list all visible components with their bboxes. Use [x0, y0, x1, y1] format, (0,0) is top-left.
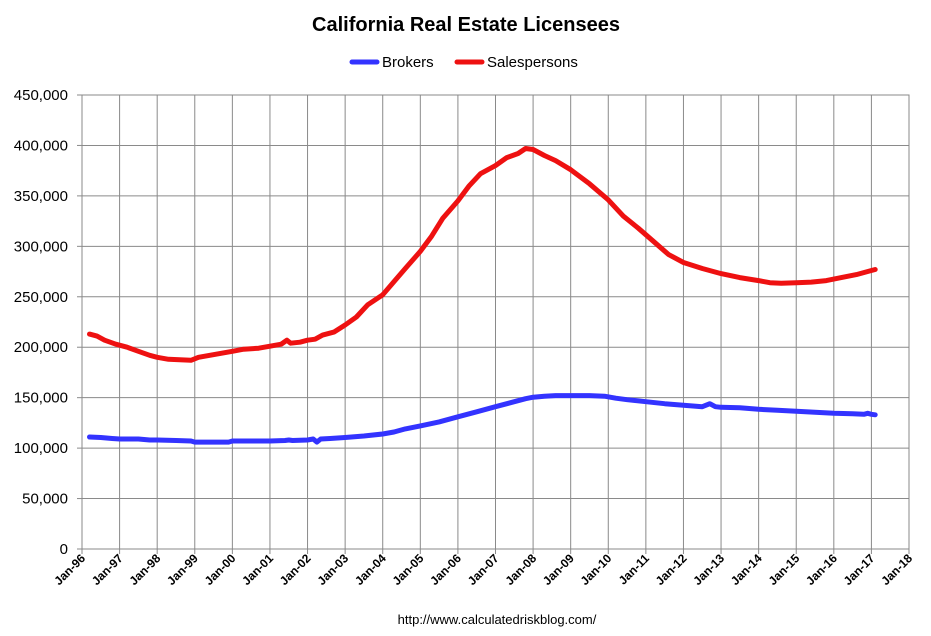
x-tick-label: Jan-97: [89, 551, 126, 588]
y-tick-label: 250,000: [14, 289, 68, 306]
series-line-salespersons: [87, 146, 878, 363]
y-tick-label: 450,000: [14, 87, 68, 104]
y-tick-label: 50,000: [22, 491, 68, 508]
x-tick-label: Jan-06: [427, 551, 464, 588]
y-tick-label: 0: [60, 541, 68, 558]
y-axis: 0 50,000 100,000 150,000 200,000 250,000 300,0…: [14, 87, 82, 558]
y-tick-label: 400,000: [14, 137, 68, 154]
x-tick-label: Jan-18: [878, 551, 915, 588]
series: [87, 146, 878, 445]
x-tick-label: Jan-96: [51, 551, 88, 588]
x-tick-label: Jan-15: [766, 551, 803, 588]
legend-label-salespersons: Salespersons: [487, 54, 578, 71]
x-tick-label: Jan-07: [465, 551, 502, 588]
series-line-brokers: [87, 393, 878, 445]
x-tick-label: Jan-12: [653, 551, 690, 588]
y-tick-label: 100,000: [14, 440, 68, 457]
x-tick-label: Jan-99: [164, 551, 201, 588]
y-tick-label: 200,000: [14, 339, 68, 356]
x-tick-label: Jan-01: [239, 551, 276, 588]
x-tick-label: Jan-04: [352, 551, 389, 588]
x-tick-label: Jan-03: [314, 551, 351, 588]
x-tick-label: Jan-08: [502, 551, 539, 588]
legend: Brokers Salespersons: [349, 54, 578, 71]
x-tick-label: Jan-05: [390, 551, 427, 588]
x-tick-label: Jan-13: [690, 551, 727, 588]
y-tick-label: 300,000: [14, 238, 68, 255]
x-tick-label: Jan-10: [578, 551, 615, 588]
chart-title: California Real Estate Licensees: [312, 14, 620, 36]
x-tick-label: Jan-17: [841, 551, 878, 588]
x-axis: Jan-96 Jan-97 Jan-98 Jan-99 Jan-00 Jan-01 Jan-…: [51, 549, 915, 588]
x-tick-label: Jan-14: [728, 551, 765, 588]
x-tick-label: Jan-02: [277, 551, 314, 588]
x-tick-label: Jan-16: [803, 551, 840, 588]
x-tick-label: Jan-98: [127, 551, 164, 588]
x-tick-label: Jan-11: [616, 551, 653, 588]
y-tick-label: 150,000: [14, 390, 68, 407]
y-tick-label: 350,000: [14, 188, 68, 205]
x-tick-label: Jan-00: [202, 551, 239, 588]
legend-label-brokers: Brokers: [382, 54, 434, 71]
source-url: http://www.calculatedriskblog.com/: [398, 612, 597, 627]
x-tick-label: Jan-09: [540, 551, 577, 588]
